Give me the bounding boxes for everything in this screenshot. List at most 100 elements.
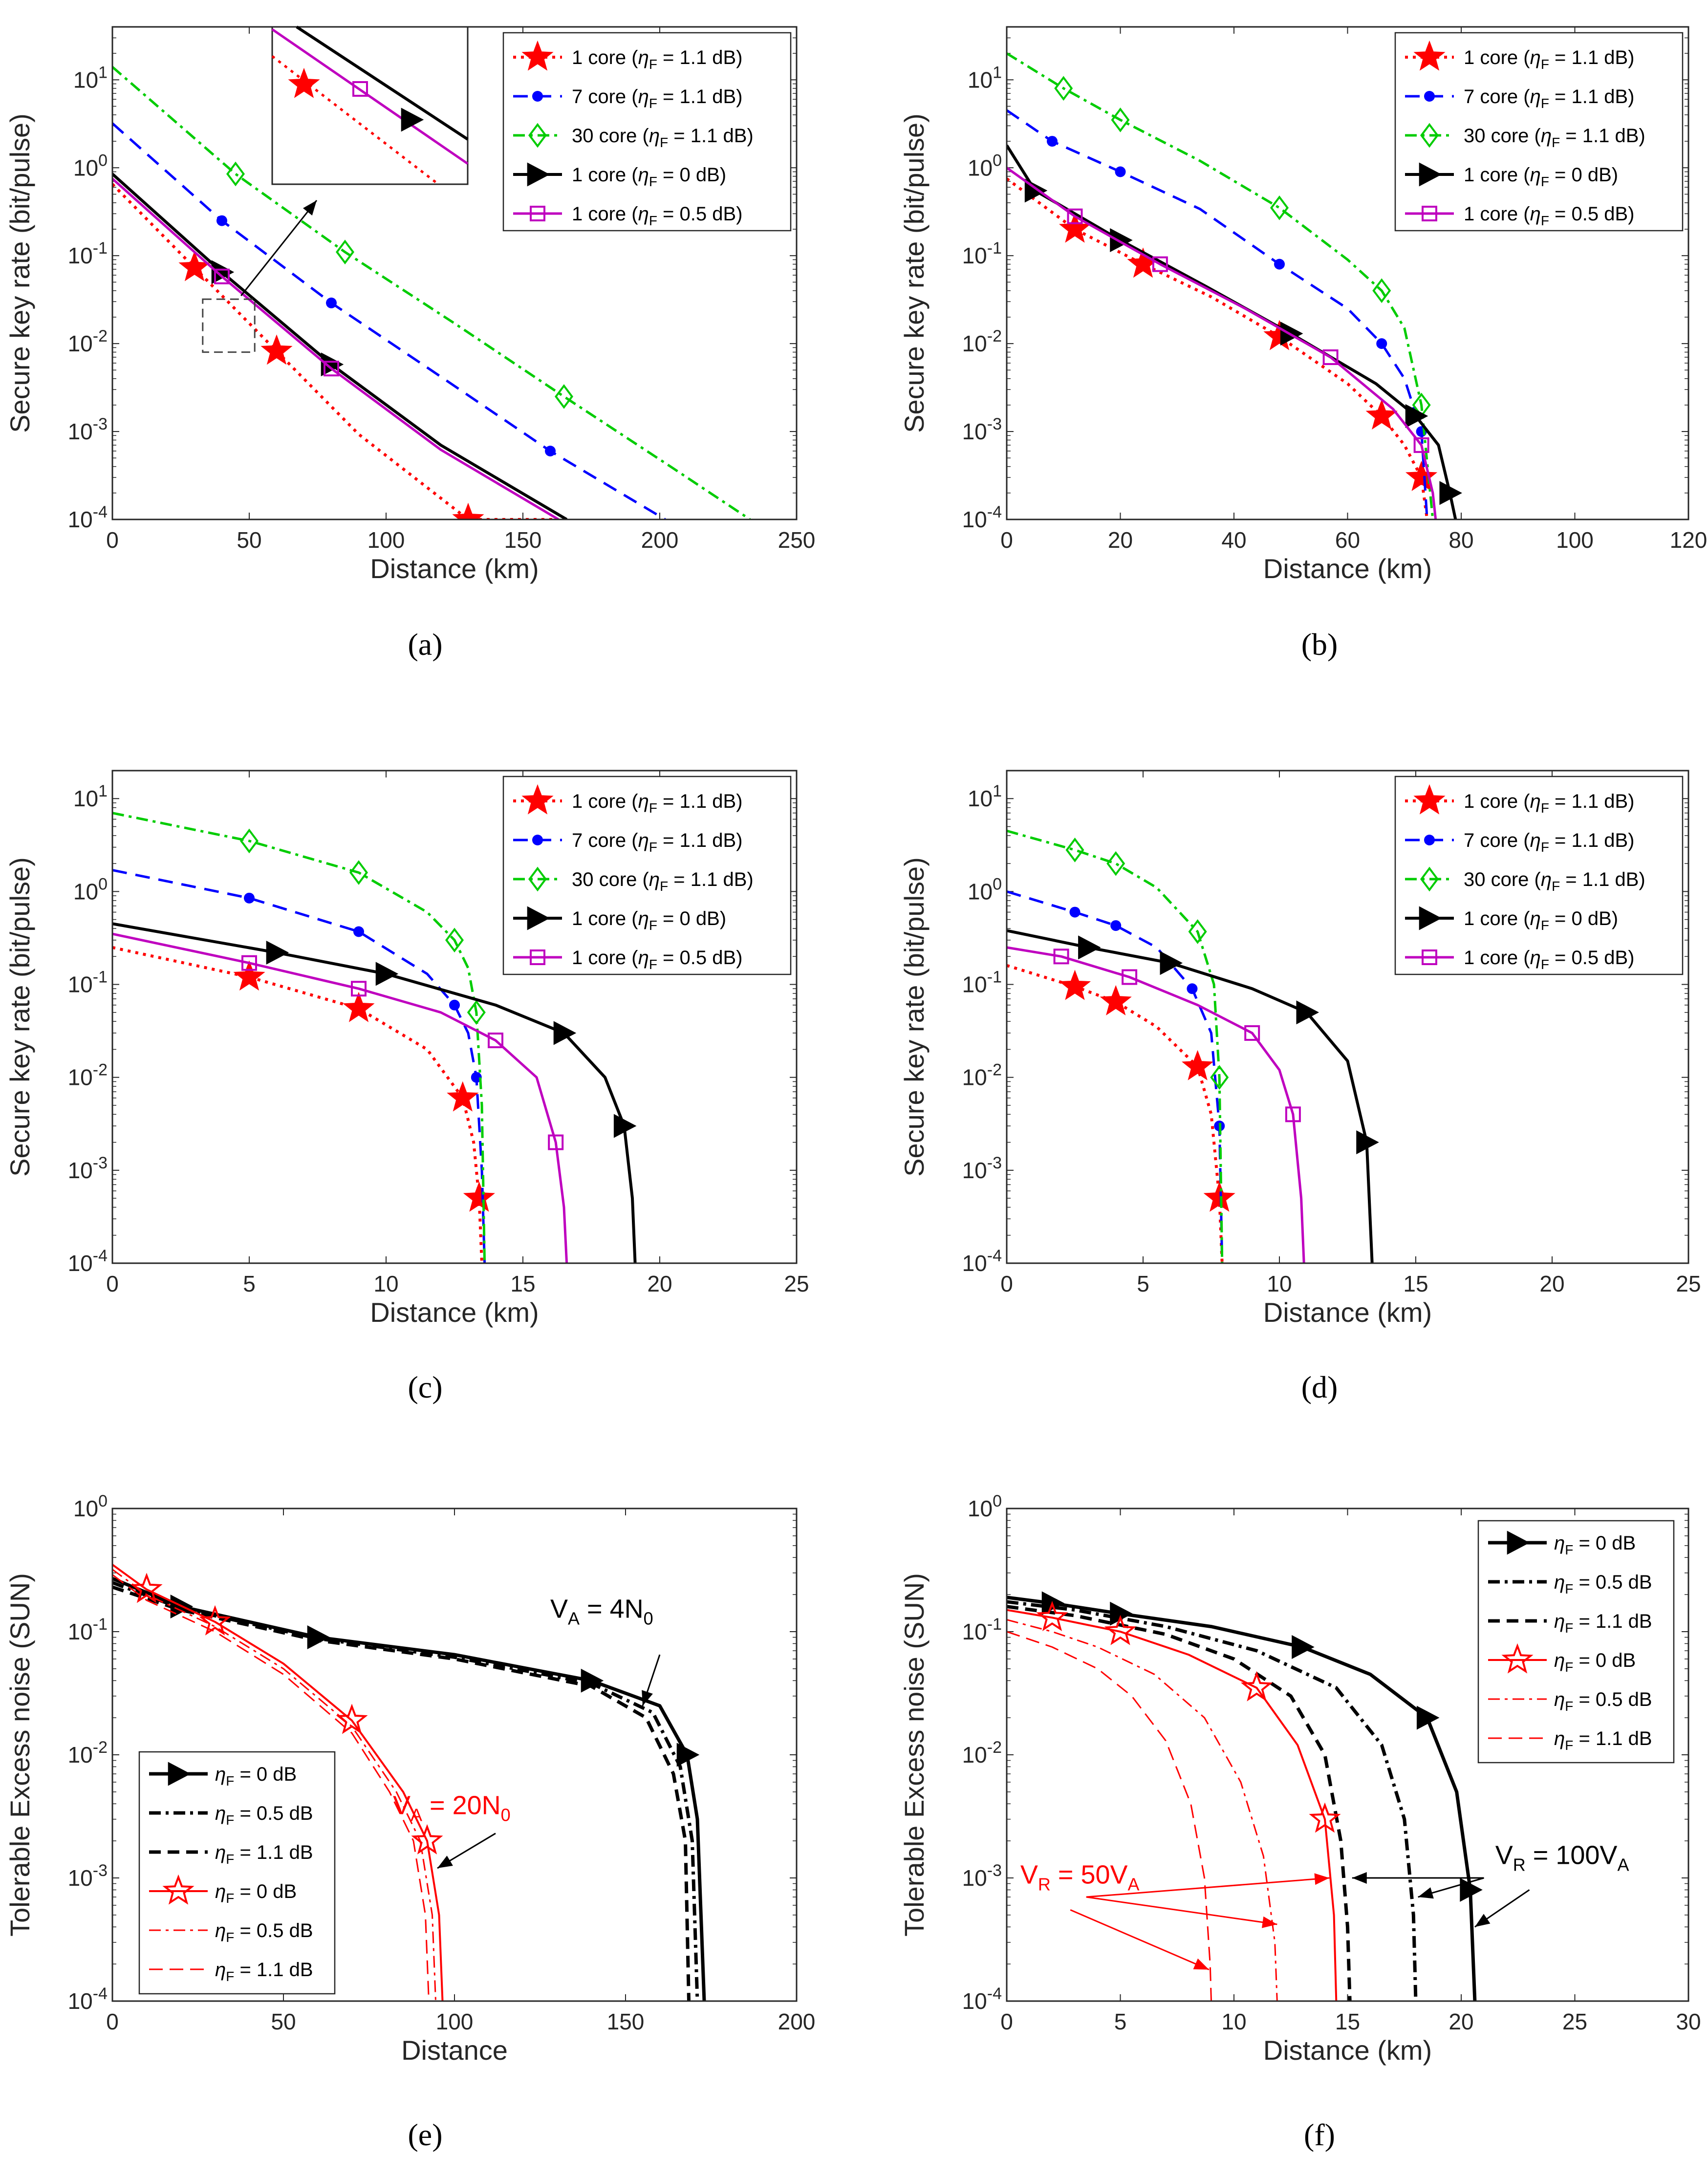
series-line bbox=[1007, 929, 1374, 1263]
legend-label: ηF = 0.5 dB bbox=[215, 1803, 313, 1828]
y-tick-label: 10-3 bbox=[962, 415, 1002, 444]
x-tick-label: 200 bbox=[778, 2009, 816, 2034]
annotation-arrow-vr50b-head bbox=[1261, 1916, 1277, 1928]
series-marker bbox=[545, 445, 556, 456]
inset-series-line bbox=[296, 25, 469, 141]
legend-box bbox=[1394, 32, 1684, 232]
y-tick-label: 100 bbox=[968, 151, 1002, 180]
series-line bbox=[1007, 1619, 1278, 2001]
series-marker bbox=[1047, 136, 1058, 147]
legend-marker bbox=[1424, 835, 1435, 845]
x-tick-label: 30 bbox=[1676, 2009, 1701, 2034]
series-marker bbox=[1292, 1635, 1315, 1659]
x-tick-label: 10 bbox=[373, 1271, 398, 1296]
series-marker bbox=[1244, 1025, 1260, 1041]
inset-marker bbox=[401, 108, 424, 132]
legend-label: 1 core (ηF = 0.5 dB) bbox=[1464, 203, 1635, 228]
series-line bbox=[1007, 109, 1428, 519]
legend-box bbox=[502, 776, 792, 975]
legend-label: ηF = 1.1 dB bbox=[215, 1842, 313, 1867]
series-marker bbox=[1210, 1065, 1229, 1090]
annotation-arrow-va4-head bbox=[642, 1690, 653, 1706]
y-axis-title: Secure key rate (bit/pulse) bbox=[4, 113, 35, 433]
series-marker bbox=[216, 215, 227, 226]
x-axis-title: Distance (km) bbox=[1263, 553, 1432, 584]
series-line bbox=[1007, 167, 1437, 519]
series-line bbox=[112, 1569, 436, 2001]
series-marker bbox=[1065, 838, 1084, 862]
legend-box bbox=[1394, 776, 1684, 975]
legend-marker bbox=[1420, 123, 1439, 148]
series-marker bbox=[1054, 76, 1073, 101]
series-marker bbox=[199, 1605, 231, 1636]
annotation-arrow-va20-head bbox=[437, 1855, 453, 1869]
y-tick-label: 10-3 bbox=[962, 1154, 1002, 1183]
y-tick-label: 10-2 bbox=[962, 327, 1002, 356]
series-marker bbox=[244, 892, 255, 904]
legend-label: 1 core (ηF = 0 dB) bbox=[1464, 164, 1618, 189]
legend-marker bbox=[1420, 866, 1439, 892]
legend-label: 1 core (ηF = 1.1 dB) bbox=[1464, 791, 1635, 816]
legend-marker bbox=[168, 1762, 191, 1786]
x-tick-label: 100 bbox=[368, 527, 405, 553]
x-tick-label: 20 bbox=[647, 1271, 672, 1296]
legend-label: ηF = 0 dB bbox=[215, 1764, 297, 1789]
y-tick-label: 10-2 bbox=[68, 1061, 108, 1090]
x-tick-label: 5 bbox=[243, 1271, 256, 1296]
y-tick-label: 10-4 bbox=[962, 503, 1002, 532]
x-tick-label: 25 bbox=[784, 1271, 809, 1296]
panel-2: 0 5 10 15 20 25 10-4 10-3 10-2 10-1 100 101 Distance… bbox=[4, 770, 809, 1404]
series-line bbox=[1007, 1600, 1418, 2001]
annotation-arrow-vr50b bbox=[1086, 1896, 1277, 1925]
plot-frame bbox=[1006, 770, 1689, 1264]
inset-marker bbox=[352, 81, 368, 97]
annotation-arrow-vr50a bbox=[1086, 1877, 1330, 1898]
series-marker bbox=[266, 940, 289, 965]
y-tick-label: 10-4 bbox=[68, 1984, 108, 2014]
y-tick-label: 10-4 bbox=[962, 1247, 1002, 1276]
legend-label: 1 core (ηF = 0.5 dB) bbox=[1464, 947, 1635, 972]
legend-label: 1 core (ηF = 0.5 dB) bbox=[572, 203, 743, 228]
legend-box bbox=[502, 32, 792, 232]
series-line bbox=[1007, 52, 1434, 519]
y-tick-label: 101 bbox=[968, 782, 1002, 811]
x-tick-label: 15 bbox=[510, 1271, 535, 1296]
x-tick-label: 15 bbox=[1403, 1271, 1428, 1296]
x-tick-label: 200 bbox=[641, 527, 679, 553]
series-marker bbox=[1322, 349, 1339, 366]
legend-label: 30 core (ηF = 1.1 dB) bbox=[1464, 869, 1645, 894]
x-tick-label: 0 bbox=[106, 1271, 119, 1296]
legend-marker bbox=[532, 91, 543, 102]
series-marker bbox=[452, 502, 484, 519]
legend-label: 1 core (ηF = 0.5 dB) bbox=[572, 947, 743, 972]
legend-marker bbox=[1424, 91, 1435, 102]
series-marker bbox=[353, 926, 364, 937]
series-marker bbox=[1078, 935, 1101, 960]
series-marker bbox=[1285, 1106, 1301, 1122]
x-tick-label: 10 bbox=[1267, 1271, 1292, 1296]
series-marker bbox=[1104, 1615, 1137, 1645]
y-tick-label: 10-4 bbox=[68, 503, 108, 532]
series-marker bbox=[463, 1181, 495, 1212]
y-tick-label: 101 bbox=[73, 782, 108, 811]
legend-box bbox=[138, 1751, 336, 1995]
series-line bbox=[1007, 946, 1305, 1263]
plot-frame bbox=[111, 770, 798, 1264]
series-marker bbox=[241, 955, 257, 971]
y-tick-label: 101 bbox=[73, 63, 108, 92]
legend-marker bbox=[1422, 949, 1437, 965]
inset-arrow bbox=[240, 200, 318, 297]
y-tick-label: 10-1 bbox=[68, 968, 108, 997]
x-axis-title: Distance bbox=[401, 2035, 508, 2066]
series-marker bbox=[1110, 228, 1133, 252]
legend-label: ηF = 0.5 dB bbox=[1554, 1689, 1652, 1714]
panel-label: (f) bbox=[1304, 2117, 1335, 2152]
legend-marker bbox=[530, 949, 545, 965]
x-tick-label: 0 bbox=[1000, 1271, 1013, 1296]
y-axis-title: Tolerable Excess noise (SUN) bbox=[899, 1573, 930, 1937]
series-marker bbox=[1182, 1050, 1214, 1080]
annotation-arrow-vr100a-head bbox=[1352, 1872, 1367, 1884]
series-marker bbox=[1053, 948, 1069, 965]
series-line bbox=[112, 1581, 699, 2001]
